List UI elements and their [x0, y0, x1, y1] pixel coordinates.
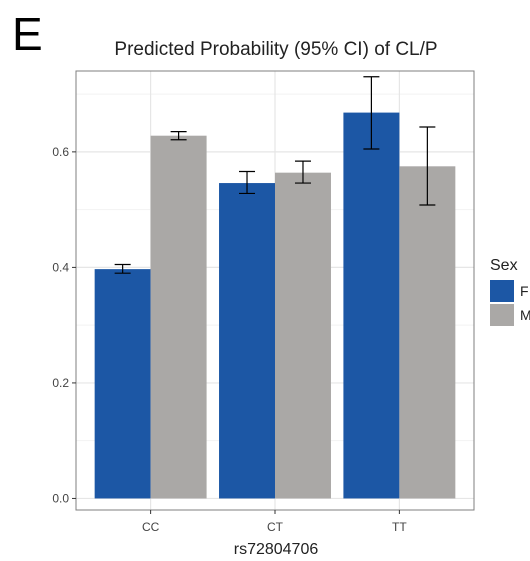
panel-letter: E — [12, 8, 43, 60]
legend-label-F: F — [520, 283, 529, 299]
y-tick-label: 0.2 — [52, 376, 69, 390]
y-tick-label: 0.4 — [52, 260, 69, 274]
legend-swatch-M — [490, 304, 514, 326]
bar-F-CT — [219, 183, 275, 499]
bar-M-CC — [150, 135, 207, 499]
x-tick-label: CT — [267, 520, 284, 534]
x-tick-label: CC — [142, 520, 160, 534]
x-axis-label: rs72804706 — [234, 541, 319, 558]
legend-label-M: M — [520, 307, 530, 323]
legend-title: Sex — [490, 257, 518, 274]
bar-F-CC — [94, 269, 151, 499]
plot-area: 0.0 0.2 0.4 0.6 CC CT TT — [52, 70, 475, 534]
legend-swatch-F — [490, 280, 514, 302]
y-tick-label: 0.6 — [52, 145, 69, 159]
bar-F-TT — [343, 112, 400, 499]
bar-M-TT — [399, 166, 456, 499]
x-tick-label: TT — [392, 520, 407, 534]
y-tick-label: 0.0 — [52, 491, 69, 505]
chart-title: Predicted Probability (95% CI) of CL/P — [114, 39, 437, 60]
bar-M-CT — [275, 172, 331, 499]
